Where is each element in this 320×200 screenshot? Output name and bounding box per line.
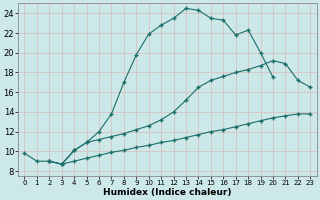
- X-axis label: Humidex (Indice chaleur): Humidex (Indice chaleur): [103, 188, 232, 197]
